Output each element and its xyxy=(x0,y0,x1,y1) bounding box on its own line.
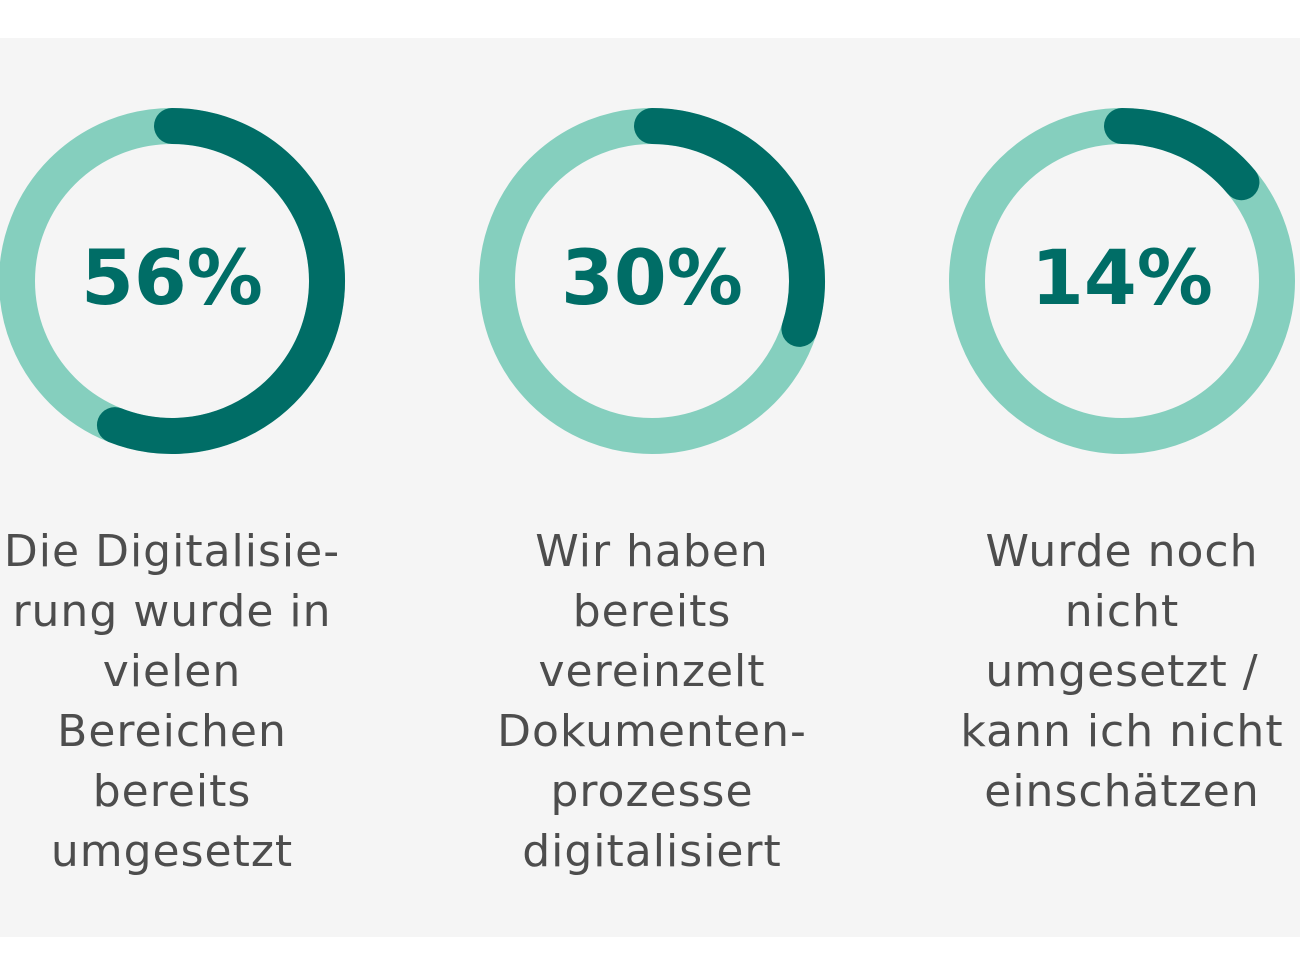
value-label: 14% xyxy=(1031,233,1213,322)
donut-arc xyxy=(634,108,825,347)
category-label: umgesetzt xyxy=(51,826,293,877)
category-label: Die Digitalisie- xyxy=(4,526,340,577)
category-label: umgesetzt / xyxy=(985,646,1258,697)
category-label: Wir haben xyxy=(535,526,769,577)
value-label: 56% xyxy=(81,233,263,322)
category-label: kann ich nicht xyxy=(960,706,1283,757)
category-label: einschätzen xyxy=(984,766,1259,817)
category-label: vereinzelt xyxy=(538,646,765,697)
value-label: 30% xyxy=(561,233,743,322)
category-label: Wurde noch xyxy=(985,526,1258,577)
category-label: vielen xyxy=(103,646,242,697)
category-label: bereits xyxy=(573,586,732,637)
category-label: digitalisiert xyxy=(522,826,782,877)
donut-arc xyxy=(96,108,345,454)
category-label: bereits xyxy=(93,766,252,817)
category-label: Bereichen xyxy=(57,706,287,757)
category-label: prozesse xyxy=(550,766,753,817)
category-label: rung wurde in xyxy=(12,586,331,637)
panel xyxy=(0,38,1300,937)
donut-arc xyxy=(1104,108,1260,201)
category-label: nicht xyxy=(1065,586,1179,637)
category-label: Dokumenten- xyxy=(497,706,807,757)
